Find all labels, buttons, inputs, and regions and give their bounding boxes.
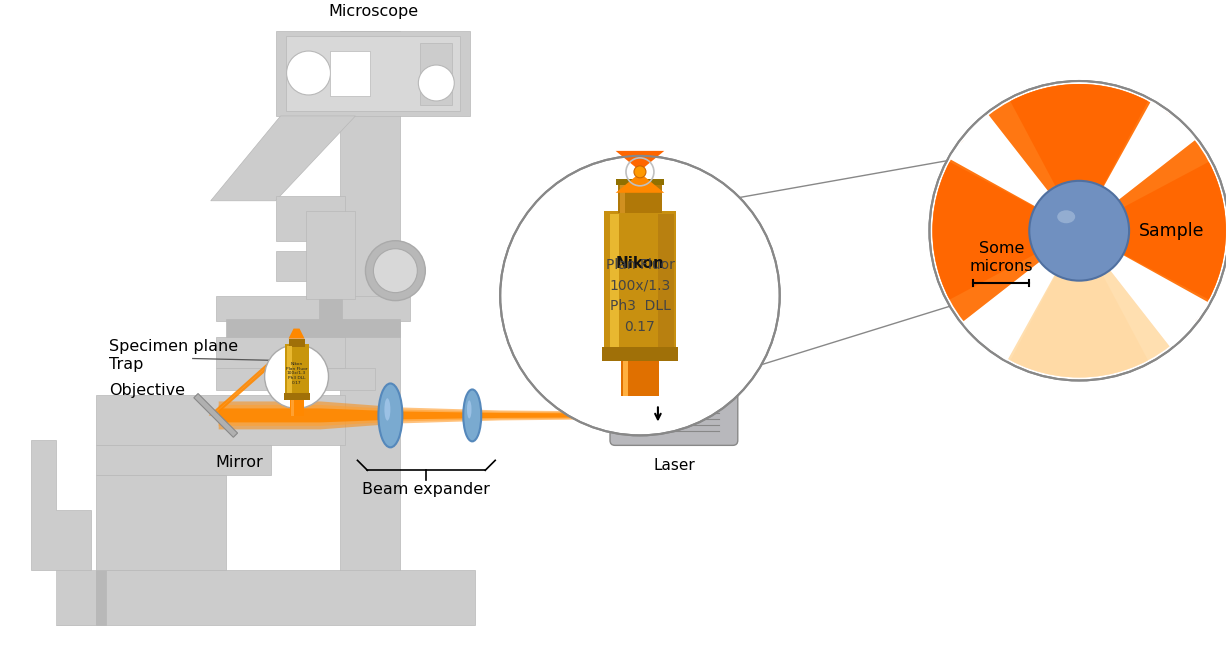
Wedge shape bbox=[1010, 231, 1148, 378]
Wedge shape bbox=[989, 231, 1169, 378]
Circle shape bbox=[929, 81, 1227, 381]
Bar bbox=[330, 51, 371, 96]
Polygon shape bbox=[218, 408, 699, 422]
Text: Objective: Objective bbox=[109, 383, 185, 398]
Bar bbox=[276, 251, 346, 280]
Wedge shape bbox=[1080, 140, 1226, 321]
Circle shape bbox=[366, 241, 426, 301]
Circle shape bbox=[634, 166, 645, 178]
Bar bbox=[340, 31, 400, 610]
Polygon shape bbox=[963, 231, 1080, 362]
Ellipse shape bbox=[467, 400, 471, 419]
FancyBboxPatch shape bbox=[610, 381, 737, 445]
Bar bbox=[291, 400, 293, 417]
Wedge shape bbox=[933, 140, 1080, 321]
Polygon shape bbox=[212, 340, 297, 415]
Text: Beam expander: Beam expander bbox=[362, 482, 491, 497]
Bar bbox=[610, 214, 620, 357]
Circle shape bbox=[373, 248, 417, 293]
Ellipse shape bbox=[378, 383, 402, 447]
Bar bbox=[283, 393, 309, 400]
Text: Nikon
Plan Fluor
100x/1.3
Ph3 DLL
0.17: Nikon Plan Fluor 100x/1.3 Ph3 DLL 0.17 bbox=[286, 362, 307, 385]
Bar bbox=[421, 43, 453, 105]
Ellipse shape bbox=[384, 398, 390, 421]
Bar bbox=[288, 338, 304, 346]
Bar bbox=[96, 445, 271, 475]
Bar bbox=[604, 211, 676, 361]
Circle shape bbox=[287, 51, 330, 95]
Bar bbox=[658, 214, 674, 357]
Polygon shape bbox=[288, 329, 304, 338]
Text: Specimen plane
Trap: Specimen plane Trap bbox=[109, 338, 238, 372]
Wedge shape bbox=[989, 231, 1169, 378]
Bar bbox=[290, 400, 303, 417]
Bar bbox=[604, 211, 676, 361]
Circle shape bbox=[418, 65, 454, 101]
Polygon shape bbox=[1080, 231, 1210, 347]
Bar bbox=[276, 196, 346, 241]
Polygon shape bbox=[616, 151, 664, 171]
Wedge shape bbox=[933, 140, 1080, 321]
Wedge shape bbox=[989, 84, 1169, 231]
Bar bbox=[286, 36, 460, 111]
Bar bbox=[616, 179, 664, 185]
Bar bbox=[216, 368, 375, 391]
Bar bbox=[319, 299, 342, 319]
Ellipse shape bbox=[1058, 211, 1075, 223]
Polygon shape bbox=[1080, 100, 1195, 231]
Wedge shape bbox=[1080, 140, 1226, 321]
Bar bbox=[226, 319, 400, 336]
Bar bbox=[216, 295, 410, 321]
Bar bbox=[216, 336, 346, 368]
Wedge shape bbox=[1080, 162, 1226, 300]
Circle shape bbox=[265, 344, 329, 408]
Text: Sample: Sample bbox=[1139, 222, 1205, 240]
Polygon shape bbox=[218, 405, 699, 426]
Text: Some
microns: Some microns bbox=[969, 241, 1033, 274]
Polygon shape bbox=[209, 340, 301, 415]
Bar bbox=[620, 181, 625, 213]
Bar bbox=[602, 346, 677, 361]
Circle shape bbox=[501, 156, 779, 436]
Wedge shape bbox=[1010, 84, 1148, 231]
Bar bbox=[96, 570, 475, 625]
Ellipse shape bbox=[464, 389, 481, 441]
Text: Laser: Laser bbox=[653, 458, 694, 473]
Bar bbox=[96, 396, 346, 445]
Text: Microscope: Microscope bbox=[329, 4, 418, 19]
Bar bbox=[285, 344, 308, 398]
Bar bbox=[617, 181, 663, 213]
Text: Plan Fluor
100x/1.3
Ph3  DLL
0.17: Plan Fluor 100x/1.3 Ph3 DLL 0.17 bbox=[605, 258, 675, 334]
Polygon shape bbox=[948, 114, 1080, 231]
Text: Mirror: Mirror bbox=[216, 455, 264, 470]
Polygon shape bbox=[211, 116, 356, 201]
Bar bbox=[306, 211, 356, 299]
Bar bbox=[287, 346, 292, 396]
Bar bbox=[276, 31, 470, 116]
Wedge shape bbox=[989, 84, 1169, 231]
Polygon shape bbox=[616, 173, 664, 193]
Bar bbox=[621, 361, 659, 396]
Text: Nikon: Nikon bbox=[616, 256, 664, 271]
Bar bbox=[96, 475, 226, 570]
Bar bbox=[194, 394, 238, 437]
Wedge shape bbox=[933, 162, 1080, 300]
Circle shape bbox=[1029, 181, 1129, 280]
Bar bbox=[623, 361, 628, 396]
Polygon shape bbox=[218, 402, 699, 430]
Polygon shape bbox=[56, 570, 96, 625]
Polygon shape bbox=[31, 440, 91, 570]
Bar bbox=[56, 570, 106, 625]
